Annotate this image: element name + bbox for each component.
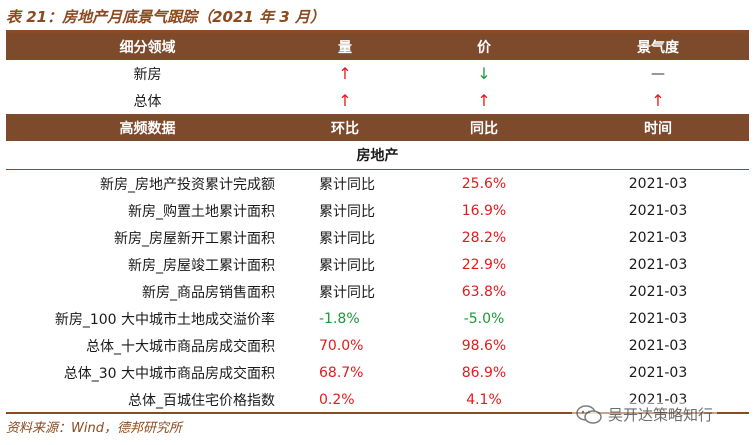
header-cell: 高频数据 xyxy=(6,114,289,141)
indicator-name: 总体_百城住宅价格指数 xyxy=(128,392,275,409)
section-label: 房地产 xyxy=(6,141,749,170)
table-row: 总体_十大城市商品房成交面积 70.0% 98.6% 2021-03 xyxy=(6,332,749,359)
mom-value: 累计同比 xyxy=(319,203,375,220)
table-row: 新房_购置土地累计面积 累计同比 16.9% 2021-03 xyxy=(6,197,749,224)
indicator-name: 新房_房屋竣工累计面积 xyxy=(128,257,275,274)
date-value: 2021-03 xyxy=(628,229,688,246)
yoy-value: 28.2% xyxy=(461,229,507,246)
header-cell: 景气度 xyxy=(567,33,749,60)
indicator-name: 总体_30 大中城市商品房成交面积 xyxy=(63,365,275,382)
table-row: 新房_100 大中城市土地成交溢价率 -1.8% -5.0% 2021-03 xyxy=(6,305,749,332)
mom-value: 累计同比 xyxy=(319,230,375,247)
price-arrow: ↓ xyxy=(401,60,567,87)
volume-arrow: ↑ xyxy=(289,87,401,114)
yoy-value: 16.9% xyxy=(461,202,507,219)
mom-value: -1.8% xyxy=(319,310,360,327)
mom-value: 68.7% xyxy=(319,364,364,381)
sentiment-arrow: — xyxy=(567,60,749,87)
date-value: 2021-03 xyxy=(628,256,688,273)
date-value: 2021-03 xyxy=(628,310,688,327)
mom-value: 70.0% xyxy=(319,337,364,354)
date-value: 2021-03 xyxy=(628,202,688,219)
summary-row: 总体 ↑ ↑ ↑ xyxy=(6,87,749,114)
indicator-name: 新房_房地产投资累计完成额 xyxy=(100,176,275,193)
bottom-rule xyxy=(6,412,749,414)
header-cell: 量 xyxy=(289,33,401,60)
table-row: 总体_30 大中城市商品房成交面积 68.7% 86.9% 2021-03 xyxy=(6,359,749,386)
date-value: 2021-03 xyxy=(628,364,688,381)
section-row: 房地产 xyxy=(6,141,749,170)
watermark-text: 吴开达策略知行 xyxy=(608,406,714,424)
yoy-value: -5.0% xyxy=(463,310,505,327)
table-row: 总体_百城住宅价格指数 0.2% 4.1% 2021-03 xyxy=(6,386,749,413)
summary-header-row: 细分领域量价景气度 xyxy=(6,33,749,60)
yoy-value: 86.9% xyxy=(461,364,507,381)
indicator-name: 新房_购置土地累计面积 xyxy=(128,203,275,220)
hf-header-row: 高频数据 环比 同比 时间 xyxy=(6,114,749,141)
watermark: 吴开达策略知行 xyxy=(572,402,718,427)
indicator-name: 新房_100 大中城市土地成交溢价率 xyxy=(54,311,275,328)
header-cell: 时间 xyxy=(567,114,749,141)
summary-row: 新房 ↑ ↓ — xyxy=(6,60,749,87)
source-note: 资料来源：Wind，德邦研究所 xyxy=(6,421,182,436)
table-row: 新房_房地产投资累计完成额 累计同比 25.6% 2021-03 xyxy=(6,170,749,198)
segment-label: 新房 xyxy=(6,60,289,87)
top-rule xyxy=(6,30,749,33)
indicator-name: 新房_房屋新开工累计面积 xyxy=(114,230,275,247)
yoy-value: 22.9% xyxy=(461,256,507,273)
yoy-value: 25.6% xyxy=(461,175,507,192)
wechat-icon xyxy=(576,404,602,424)
indicator-name: 总体_十大城市商品房成交面积 xyxy=(86,338,275,355)
header-cell: 细分领域 xyxy=(6,33,289,60)
price-arrow: ↑ xyxy=(401,87,567,114)
date-value: 2021-03 xyxy=(628,175,688,192)
segment-label: 总体 xyxy=(6,87,289,114)
indicator-name: 新房_商品房销售面积 xyxy=(142,284,275,301)
volume-arrow: ↑ xyxy=(289,60,401,87)
mom-value: 累计同比 xyxy=(319,284,375,301)
mom-value: 累计同比 xyxy=(319,176,375,193)
header-cell: 价 xyxy=(401,33,567,60)
date-value: 2021-03 xyxy=(628,283,688,300)
header-cell: 同比 xyxy=(401,114,567,141)
table-row: 新房_商品房销售面积 累计同比 63.8% 2021-03 xyxy=(6,278,749,305)
yoy-value: 4.1% xyxy=(466,391,502,408)
yoy-value: 63.8% xyxy=(461,283,507,300)
date-value: 2021-03 xyxy=(628,337,688,354)
sentiment-arrow: ↑ xyxy=(567,87,749,114)
table-title: 表 21：房地产月底景气跟踪（2021 年 3 月） xyxy=(6,8,325,26)
table-row: 新房_房屋新开工累计面积 累计同比 28.2% 2021-03 xyxy=(6,224,749,251)
header-cell: 环比 xyxy=(289,114,401,141)
yoy-value: 98.6% xyxy=(461,337,507,354)
table-row: 新房_房屋竣工累计面积 累计同比 22.9% 2021-03 xyxy=(6,251,749,278)
mom-value: 0.2% xyxy=(319,391,355,408)
sentiment-table: 细分领域量价景气度 新房 ↑ ↓ — 总体 ↑ ↑ ↑ 高频数据 环比 同比 时间 房地产 新房_房地产投资… xyxy=(6,33,749,413)
mom-value: 累计同比 xyxy=(319,257,375,274)
